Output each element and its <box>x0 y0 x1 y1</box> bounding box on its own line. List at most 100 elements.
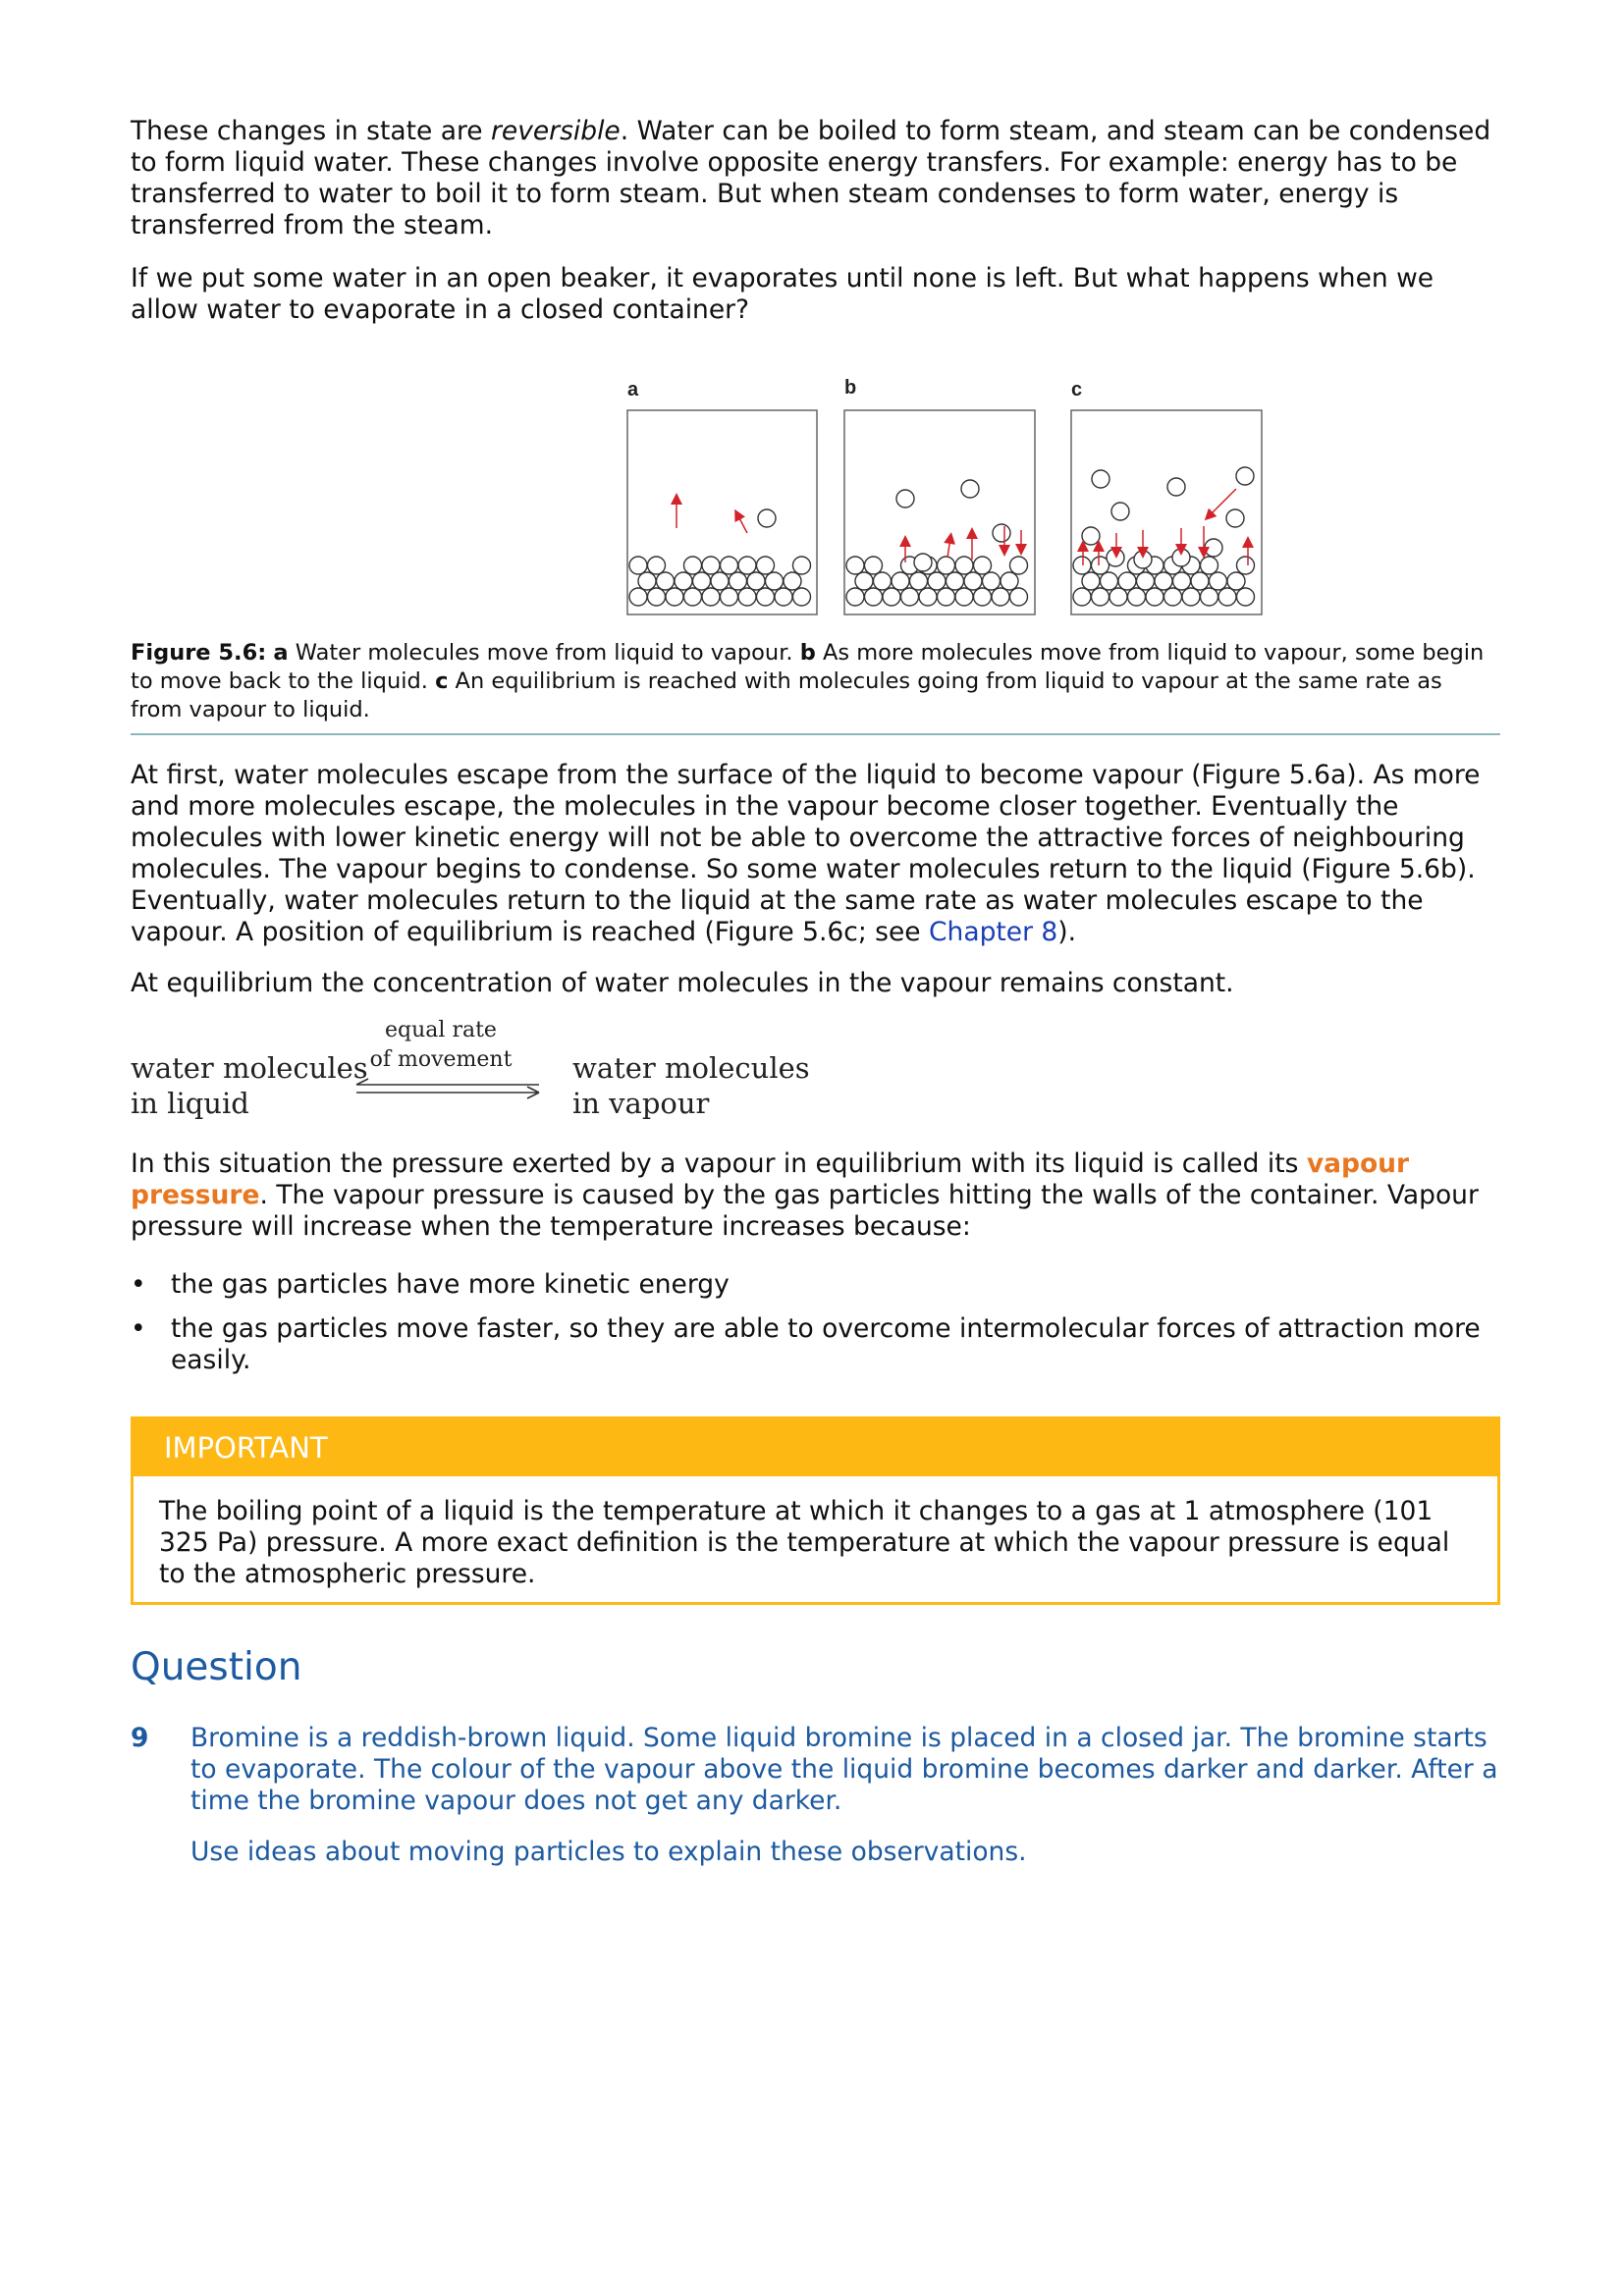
liquid-molecule <box>1199 556 1219 575</box>
vapour-molecule <box>992 523 1011 543</box>
evaporation-diagram: a b c <box>626 377 1263 615</box>
vapour-molecule <box>1106 548 1125 567</box>
caption-text-c: An equilibrium is reached with molecules… <box>131 668 1442 722</box>
vapour-molecule <box>913 553 933 572</box>
liquid-molecule <box>737 587 757 607</box>
panel-label-b: b <box>844 377 856 399</box>
liquid-molecule <box>1154 571 1173 591</box>
liquid-molecule <box>1235 587 1256 607</box>
panels <box>626 409 1263 615</box>
liquid-molecule <box>701 556 721 575</box>
caption-letter-b: b <box>799 640 816 666</box>
text-span: . Water can be boiled to form steam, and… <box>131 116 1491 240</box>
rate-line2: of movement <box>369 1047 513 1072</box>
liquid-molecule <box>701 587 721 607</box>
container-outline <box>1070 409 1263 615</box>
liquid-molecule <box>628 587 648 607</box>
liquid-molecule <box>719 587 739 607</box>
paragraph-reversible: These changes in state are reversible. W… <box>131 116 1500 241</box>
caption-letter-a: a <box>273 640 289 666</box>
liquid-molecule <box>1217 587 1237 607</box>
text-span: These changes in state are <box>131 116 491 146</box>
container-outline <box>843 409 1036 615</box>
liquid-molecule <box>682 587 703 607</box>
movement-arrow-icon <box>944 532 956 559</box>
liquid-molecule <box>1090 556 1110 575</box>
liquid-molecule <box>655 571 676 591</box>
vapour-molecule <box>1091 469 1110 489</box>
vapour-molecule <box>1133 550 1153 569</box>
liquid-molecule <box>1208 571 1228 591</box>
panel-label-a: a <box>627 379 639 400</box>
question-instruction: Use ideas about moving particles to expl… <box>190 1837 1027 1867</box>
liquid-molecule <box>963 571 983 591</box>
vapour-molecule <box>960 479 980 499</box>
liquid-molecule <box>981 571 1001 591</box>
equation-lhs-line2: in liquid <box>131 1087 249 1120</box>
liquid-molecule <box>1235 556 1256 575</box>
vapour-molecule <box>1171 548 1191 567</box>
liquid-molecule <box>927 571 947 591</box>
liquid-molecule <box>1090 587 1110 607</box>
liquid-molecule <box>1000 571 1019 591</box>
liquid-molecule <box>755 587 776 607</box>
liquid-molecule <box>918 587 938 607</box>
paragraph-concentration: At equilibrium the concentration of wate… <box>131 968 1234 998</box>
liquid-molecule <box>791 587 812 607</box>
liquid-molecule <box>674 571 693 591</box>
liquid-molecule <box>646 556 667 575</box>
liquid-molecule <box>1135 571 1156 591</box>
figure-5-6: a b c <box>494 371 1279 628</box>
keyword-vapour-pressure[interactable]: vapour pressure <box>131 1148 1410 1210</box>
liquid-molecule <box>1181 587 1201 607</box>
liquid-molecule <box>945 571 965 591</box>
figure-caption: Figure 5.6: a Water molecules move from … <box>131 639 1500 724</box>
liquid-molecule <box>764 571 784 591</box>
liquid-molecule <box>882 587 901 607</box>
equation-rhs-line1: water molecules <box>572 1051 810 1085</box>
equation-lhs: water molecules in liquid <box>131 1050 368 1121</box>
paragraph-closed-container: If we put some water in an open beaker, … <box>131 263 1434 325</box>
liquid-molecule <box>710 571 730 591</box>
caption-text-b: As more molecules move from liquid to va… <box>131 640 1485 694</box>
liquid-molecule <box>1199 587 1219 607</box>
liquid-molecule <box>1081 571 1101 591</box>
movement-arrow-icon <box>734 508 748 534</box>
bullet-icon: • <box>131 1269 146 1300</box>
liquid-molecule <box>908 571 929 591</box>
important-text: The boiling point of a liquid is the tem… <box>159 1496 1450 1589</box>
emphasis-reversible: reversible <box>491 116 621 146</box>
question-number: 9 <box>131 1723 149 1753</box>
beaker-c <box>1070 409 1263 615</box>
liquid-molecule <box>954 587 974 607</box>
question-text: Bromine is a reddish-brown liquid. Some … <box>190 1723 1498 1816</box>
equation-lhs-line1: water molecules <box>131 1051 368 1085</box>
equilibrium-arrows-icon <box>355 1078 540 1099</box>
caption-text-a: Water molecules move from liquid to vapo… <box>288 640 800 666</box>
text-span: . The vapour pressure is caused by the g… <box>131 1180 1479 1242</box>
chapter-8-link[interactable]: Chapter 8 <box>929 917 1058 947</box>
liquid-molecule <box>872 571 893 591</box>
important-heading: IMPORTANT <box>134 1419 1497 1476</box>
liquid-molecule <box>845 587 865 607</box>
question-item: 9 Bromine is a reddish-brown liquid. Som… <box>131 1723 1500 1895</box>
movement-arrow-icon <box>1204 488 1237 521</box>
liquid-molecule <box>1099 571 1119 591</box>
bullet-text: the gas particles have more kinetic ener… <box>171 1269 730 1300</box>
liquid-molecule <box>1226 571 1246 591</box>
bullet-text: the gas particles move faster, so they a… <box>171 1313 1481 1375</box>
liquid-molecule <box>646 587 667 607</box>
bullet-icon: • <box>131 1313 146 1344</box>
liquid-molecule <box>1145 587 1164 607</box>
list-item: • the gas particles move faster, so they … <box>131 1313 1500 1376</box>
vapour-molecule <box>1225 508 1245 528</box>
liquid-molecule <box>791 556 812 575</box>
rate-line1: equal rate <box>385 1018 497 1042</box>
equation-rhs: water molecules in vapour <box>572 1050 810 1121</box>
bullet-list: • the gas particles have more kinetic ene… <box>131 1269 1500 1389</box>
caption-divider <box>131 733 1500 735</box>
liquid-molecule <box>1190 571 1210 591</box>
liquid-molecule <box>665 587 684 607</box>
equilibrium-equation: water molecules in liquid equal rate of … <box>131 1011 818 1129</box>
text-span: In this situation the pressure exerted b… <box>131 1148 1307 1179</box>
